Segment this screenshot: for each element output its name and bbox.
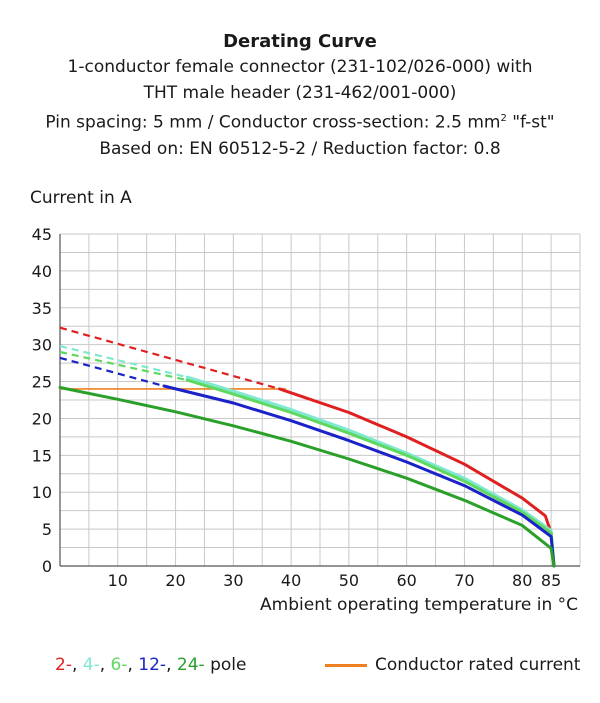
subtitle-line-3-end: "f-st" <box>506 112 555 133</box>
legend-pole-1: , <box>71 655 83 675</box>
legend-pole-0: 2- <box>55 655 72 675</box>
series-1-dashed <box>59 345 188 379</box>
x-tick-label: 60 <box>396 571 416 590</box>
series-4-solid <box>58 386 556 568</box>
y-tick-label: 30 <box>32 336 52 355</box>
x-tick-label: 50 <box>339 571 359 590</box>
x-tick-label: 85 <box>541 571 561 590</box>
x-tick-label: 80 <box>512 571 532 590</box>
series-3-solid <box>162 384 556 568</box>
series-0-dashed <box>59 326 280 390</box>
legend-pole-2: 4- <box>82 655 100 675</box>
legend-pole-5: , <box>127 655 139 675</box>
x-tick-label: 20 <box>165 571 185 590</box>
y-tick-label: 15 <box>32 446 52 465</box>
y-tick-label: 35 <box>32 299 52 318</box>
y-tick-label: 5 <box>42 520 52 539</box>
superscript-2: 2 <box>500 113 507 124</box>
chart-header: Derating Curve 1-conductor female connec… <box>0 30 600 162</box>
series-2-dashed <box>59 350 188 382</box>
subtitle-line-3-main: Pin spacing: 5 mm / Conductor cross-sect… <box>45 112 501 133</box>
legend-rated-current: Conductor rated current <box>325 655 580 675</box>
rated-current-label: Conductor rated current <box>375 655 581 675</box>
legend-pole-4: 6- <box>110 655 128 675</box>
subtitle-line-4: Based on: EN 60512-5-2 / Reduction facto… <box>99 138 501 159</box>
subtitle-line-1: 1-conductor female connector (231-102/02… <box>67 57 533 77</box>
legend-pole-3: , <box>99 655 111 675</box>
y-tick-label: 25 <box>32 373 52 392</box>
x-tick-label: 40 <box>281 571 301 590</box>
series-0-solid <box>278 387 556 568</box>
x-tick-label: 70 <box>454 571 474 590</box>
legend-pole-7: , <box>166 655 177 675</box>
rated-current-swatch <box>325 663 367 667</box>
x-tick-label: 30 <box>223 571 243 590</box>
chart-title: Derating Curve <box>223 31 377 52</box>
x-tick-label: 10 <box>108 571 128 590</box>
y-tick-label: 45 <box>32 225 52 244</box>
y-tick-label: 20 <box>32 409 52 428</box>
subtitle-line-2: THT male header (231-462/001-000) <box>143 83 457 103</box>
subtitle-line-3: Pin spacing: 5 mm / Conductor cross-sect… <box>0 106 600 136</box>
x-axis-label: Ambient operating temperature in °C <box>260 595 578 615</box>
legend-poles: 2-, 4-, 6-, 12-, 24- pole <box>55 655 246 675</box>
series-3-dashed <box>59 356 165 388</box>
legend-pole-8: 24- <box>176 655 205 675</box>
y-tick-label: 40 <box>32 262 52 281</box>
series-1-solid <box>185 375 556 568</box>
y-tick-label: 10 <box>32 483 52 502</box>
series-2-solid <box>185 378 556 568</box>
legend-pole-6: 12- <box>138 655 167 675</box>
y-axis-label: Current in A <box>30 188 132 208</box>
y-tick-label: 0 <box>42 557 52 576</box>
chart-tick-labels: 0 5 10 15 20 25 30 35 40 45 10 20 30 40 50 60 70 80 85 <box>32 225 562 590</box>
legend-pole-9: pole <box>204 655 247 675</box>
chart-series <box>58 326 556 568</box>
